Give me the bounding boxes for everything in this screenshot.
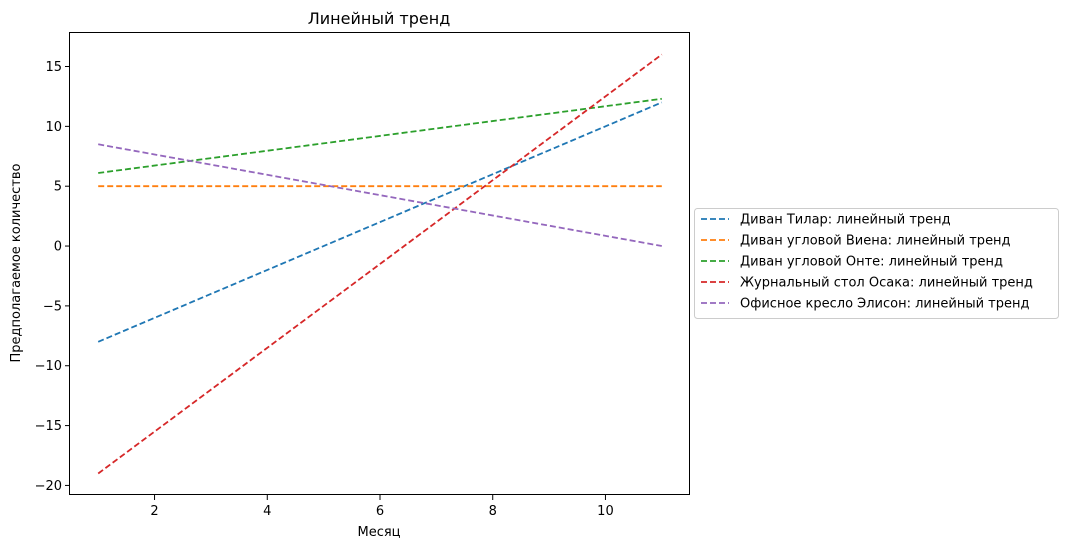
y-axis: 15 10 5 0 −5 −10 −15 −20 xyxy=(35,60,70,494)
legend-label: Диван Тилар: линейный тренд xyxy=(740,213,951,228)
x-tick-label: 2 xyxy=(150,504,158,519)
legend-label: Диван угловой Виена: линейный тренд xyxy=(740,234,1011,249)
y-tick-label: −5 xyxy=(43,299,62,314)
y-tick-label: −10 xyxy=(35,359,62,374)
x-tick-label: 8 xyxy=(489,504,497,519)
y-tick-label: 5 xyxy=(54,180,62,195)
x-tick-label: 6 xyxy=(376,504,384,519)
series-line xyxy=(98,97,662,174)
series-line xyxy=(98,143,662,247)
legend-box xyxy=(694,208,1059,319)
legend-label: Журнальный стол Осака: линейный тренд xyxy=(740,276,1033,291)
plot-frame xyxy=(69,32,690,495)
legend-label: Офисное кресло Элисон: линейный тренд xyxy=(740,297,1029,312)
y-tick-label: −20 xyxy=(35,479,62,494)
y-tick-label: 15 xyxy=(45,60,62,75)
x-tick-label: 4 xyxy=(263,504,271,519)
y-axis-label: Предполагаемое количество xyxy=(9,163,24,362)
x-tick-label: 10 xyxy=(597,504,614,519)
x-axis-label: Месяц xyxy=(357,525,400,540)
series-line xyxy=(97,53,663,475)
series-line xyxy=(97,101,663,343)
chart-title: Линейный тренд xyxy=(308,9,451,28)
legend-label: Диван угловой Онте: линейный тренд xyxy=(740,255,1003,270)
series-layer xyxy=(97,53,663,475)
y-tick-label: −15 xyxy=(35,419,62,434)
legend: Диван Тилар: линейный тренд Диван угловой… xyxy=(694,208,1059,319)
y-tick-label: 0 xyxy=(54,240,62,255)
y-tick-label: 10 xyxy=(45,120,62,135)
legend-items: Диван Тилар: линейный тренд Диван угловой… xyxy=(701,213,1033,312)
x-axis: 2 4 6 8 10 xyxy=(150,495,614,519)
